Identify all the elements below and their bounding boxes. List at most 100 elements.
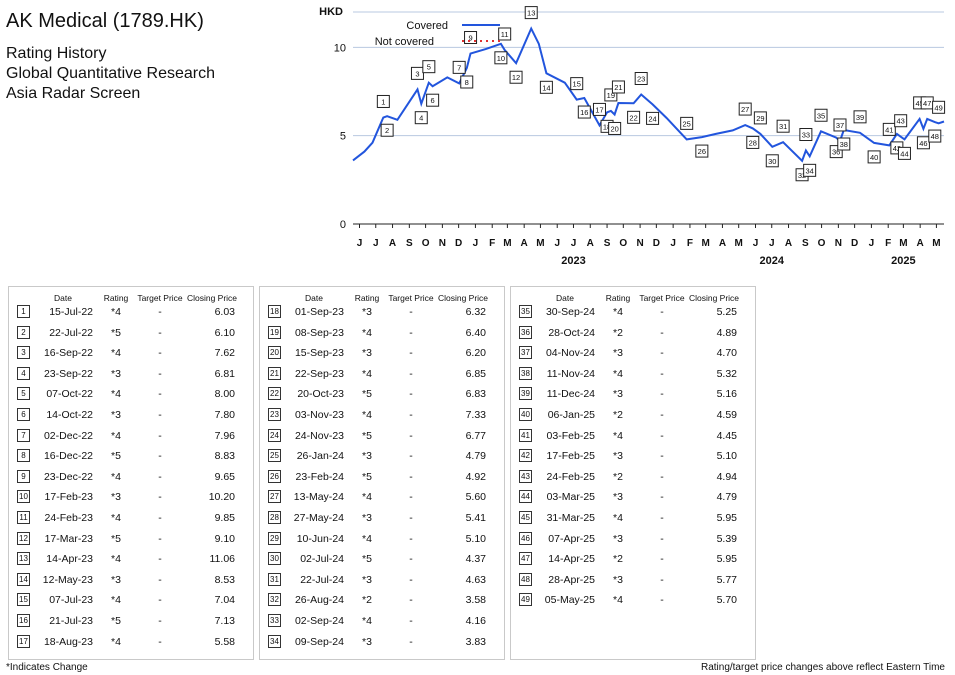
row-closing-price: 5.77 [716,573,737,586]
x-tick-label: J [554,238,560,249]
table-header-date: Date [556,293,574,303]
row-rating: *3 [362,573,372,586]
table-row: 42 17-Feb-25 *3 - 5.10 [511,448,755,466]
row-index-box: 38 [519,366,532,380]
row-index-box: 49 [519,593,532,607]
row-index-box: 14 [17,572,30,586]
table-header-rating: Rating [103,293,129,303]
x-tick-label: J [357,238,363,249]
row-target-price: - [409,450,413,463]
annotation-box [539,80,553,94]
row-rating: *3 [111,491,121,504]
row-date: 07-Apr-25 [548,532,595,545]
row-index-box: 19 [268,325,281,339]
row-closing-price: 7.04 [214,594,235,607]
x-tick-label: A [389,238,396,249]
row-closing-price: 4.45 [716,429,737,442]
x-tick-label: M [735,238,743,249]
row-index-box: 48 [519,572,532,586]
row-rating: *4 [111,470,121,483]
table-row: 34 09-Sep-24 *3 - 3.83 [260,634,504,652]
annotation-box [916,136,930,150]
x-tick-label: M [701,238,709,249]
row-closing-price: 8.53 [214,573,235,586]
annotation-box [509,70,523,84]
row-closing-price: 9.85 [214,512,235,524]
table-header-closing-price: Closing Price [186,293,238,303]
annotation-label: 30 [768,157,776,166]
annotation-label: 48 [931,132,939,141]
row-index-box: 4 [17,366,30,380]
annotation-label: 33 [802,131,810,140]
annotation-label: 39 [856,113,864,122]
table-header-closing-price: Closing Price [688,293,740,303]
annotation-box [570,77,584,91]
annotation-label: 29 [756,114,764,123]
annotation-label: 3 [415,69,419,78]
row-rating: *4 [613,367,623,380]
row-index-box: 3 [17,346,30,360]
row-date: 09-Sep-24 [294,635,344,648]
table-row: 27 13-May-24 *4 - 5.60 [260,489,504,507]
row-date: 11-Dec-24 [546,388,595,401]
row-index-box: 39 [519,387,532,401]
annotation-label: 28 [749,138,757,147]
annotation-box [452,60,466,74]
table-row: 7 02-Dec-22 *4 - 7.96 [9,428,253,446]
table-row: 35 30-Sep-24 *4 - 5.25 [511,304,755,322]
row-target-price: - [660,429,664,442]
annotation-label: 46 [919,139,927,148]
annotation-label: 22 [629,113,637,122]
table-row: 39 11-Dec-24 *3 - 5.16 [511,386,755,404]
row-date: 23-Sep-22 [43,367,93,380]
row-index-box: 37 [519,346,532,360]
row-closing-price: 4.59 [716,409,737,421]
x-tick-label: J [869,238,875,249]
y-axis-label: HKD [319,6,343,18]
row-target-price: - [660,553,664,566]
row-closing-price: 11.06 [209,553,236,566]
annotation-box [753,111,767,125]
row-closing-price: 5.25 [716,306,737,318]
x-tick-label: A [917,238,924,249]
table-row: 17 18-Aug-23 *4 - 5.58 [9,634,253,652]
table-header-rating: Rating [605,293,631,303]
row-date: 18-Aug-23 [43,635,93,648]
row-date: 23-Dec-22 [43,470,93,483]
row-index-box: 33 [268,614,281,627]
x-tick-label: M [899,238,907,249]
row-date: 26-Jan-24 [296,450,344,463]
row-target-price: - [158,429,162,442]
row-closing-price: 5.95 [716,553,737,566]
x-tick-label: D [455,238,462,249]
annotation-label: 45 [915,99,923,108]
annotation-box [814,108,828,122]
table-row: 33 02-Sep-24 *4 - 4.16 [260,613,504,631]
annotation-label: 27 [741,105,749,114]
row-target-price: - [158,306,162,318]
row-rating: *4 [362,326,372,339]
y-tick-label: 5 [340,131,346,143]
row-date: 03-Feb-25 [546,429,595,442]
row-index-box: 18 [268,305,281,318]
row-target-price: - [409,594,413,607]
row-target-price: - [158,491,162,504]
annotation-label: 6 [431,96,435,105]
legend-not-covered-label: Not covered [375,36,434,48]
row-closing-price: 5.60 [465,491,486,504]
annotation-box [882,122,896,136]
row-target-price: - [660,450,664,463]
table-row: 41 03-Feb-25 *4 - 4.45 [511,428,755,446]
annotation-box [577,105,591,119]
row-target-price: - [660,306,664,318]
annotation-label: 44 [900,149,908,158]
table-row: 3 16-Sep-22 *4 - 7.62 [9,345,253,363]
annotation-label: 47 [923,99,931,108]
x-tick-label: J [571,238,577,249]
annotation-box [897,146,911,160]
row-rating: *4 [362,532,372,545]
annotation-label: 15 [573,80,581,89]
row-rating: *2 [613,409,623,421]
rating-table-2: Date Rating Target Price Closing Price 18 01-… [259,286,505,660]
row-closing-price: 4.94 [716,470,737,483]
